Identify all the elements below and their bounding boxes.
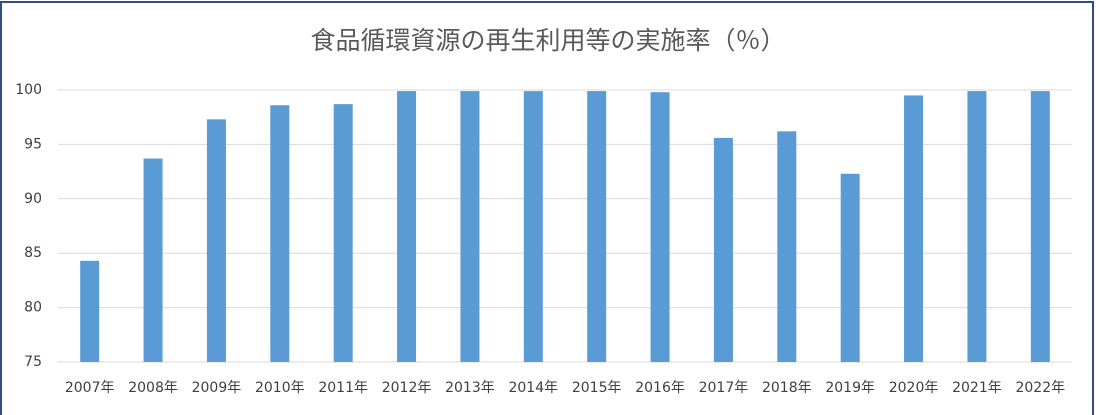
- bar: [460, 91, 480, 362]
- bar: [777, 131, 797, 362]
- bar: [523, 91, 543, 362]
- bar: [143, 158, 163, 362]
- x-tick-label: 2013年: [445, 380, 495, 396]
- bar: [80, 260, 100, 362]
- x-tick-label: 2021年: [952, 380, 1002, 396]
- y-tick-label: 85: [24, 245, 42, 261]
- bar: [650, 92, 670, 363]
- x-tick-label: 2007年: [65, 380, 115, 396]
- y-tick-label: 100: [15, 82, 42, 98]
- x-tick-label: 2019年: [825, 380, 875, 396]
- x-tick-label: 2008年: [128, 380, 178, 396]
- bar: [967, 91, 987, 362]
- x-tick-label: 2012年: [382, 380, 432, 396]
- x-tick-label: 2014年: [508, 380, 558, 396]
- y-tick-label: 75: [24, 354, 42, 370]
- bar: [270, 105, 290, 363]
- y-tick-label: 80: [24, 300, 42, 316]
- bar: [1030, 91, 1050, 362]
- x-tick-label: 2009年: [192, 380, 242, 396]
- x-tick-label: 2022年: [1015, 380, 1065, 396]
- y-tick-label: 90: [24, 191, 42, 207]
- chart-title: 食品循環資源の再生利用等の実施率（％）: [310, 26, 785, 55]
- y-tick-label: 95: [24, 136, 42, 152]
- bar: [333, 104, 353, 363]
- bar: [904, 95, 924, 362]
- x-tick-label: 2017年: [699, 380, 749, 396]
- bar: [206, 119, 226, 362]
- x-tick-label: 2018年: [762, 380, 812, 396]
- x-tick-label: 2016年: [635, 380, 685, 396]
- x-tick-label: 2011年: [318, 380, 368, 396]
- x-tick-label: 2010年: [255, 380, 305, 396]
- bar: [713, 137, 733, 362]
- x-tick-label: 2020年: [889, 380, 939, 396]
- x-tick-label: 2015年: [572, 380, 622, 396]
- bar: [840, 173, 860, 362]
- bar: [587, 91, 607, 362]
- bar: [397, 91, 417, 362]
